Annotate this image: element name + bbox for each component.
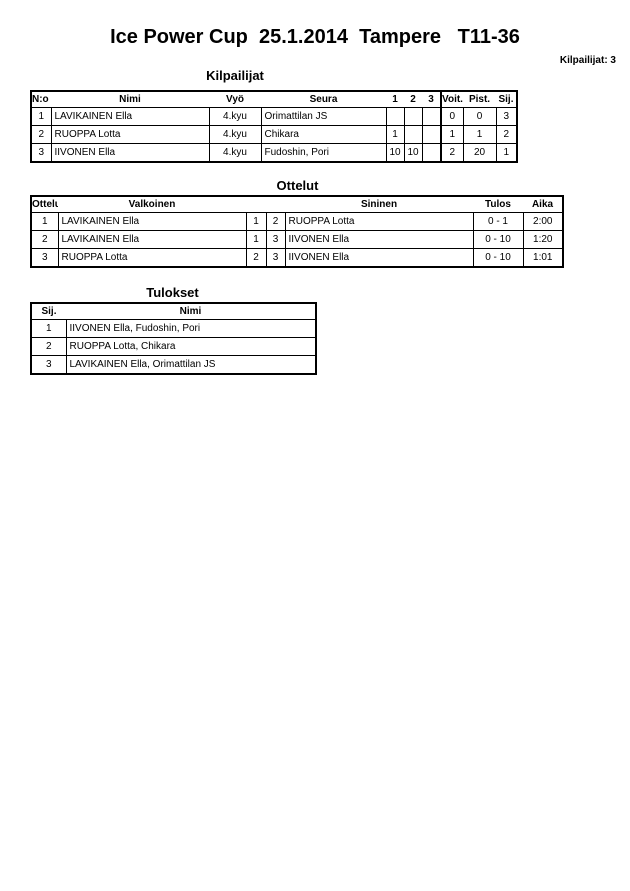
table-cell: 4.kyu [208, 143, 262, 163]
table-cell: 10 [385, 143, 405, 163]
table-cell [403, 107, 423, 126]
table-cell: 2 [440, 143, 464, 163]
table-cell: IIVONEN Ella [284, 248, 474, 268]
table-cell: 0 [440, 107, 464, 126]
header-rank: Sij. [41, 306, 57, 317]
table-cell: 3 [30, 355, 67, 375]
table-header: N:o Nimi Vyö Seura 1 2 3 Voit. Pist. Sij… [31, 91, 517, 108]
table-cell: Fudoshin, Pori [260, 143, 387, 163]
table-cell: RUOPPA Lotta [50, 125, 210, 144]
header-name: Nimi [179, 306, 202, 317]
table-header: Sij. Nimi [31, 303, 316, 320]
header-club: Seura [309, 94, 338, 105]
header-rank: Sij. [498, 94, 514, 105]
table-cell: 1 [462, 125, 497, 144]
header-points: Pist. [468, 94, 491, 105]
table-cell: 1 [385, 125, 405, 144]
table-cell: 10 [403, 143, 423, 163]
table-cell: 2 [30, 337, 67, 356]
table-cell: RUOPPA Lotta, Chikara [65, 337, 317, 356]
table-row: 3 IIVONEN Ella 4.kyu Fudoshin, Pori 10 10 2 20 1 [30, 143, 518, 163]
results-heading: Tulokset [146, 285, 199, 300]
table-cell: 1 [245, 212, 267, 231]
results-table: Sij. Nimi 1 IIVONEN Ella, Fudoshin, Pori 2… [30, 302, 317, 375]
table-cell: RUOPPA Lotta [57, 248, 247, 268]
table-row: 2 LAVIKAINEN Ella 1 3 IIVONEN Ella 0 - 10 1:20 [30, 230, 564, 249]
table-cell: 0 - 10 [472, 230, 524, 249]
header-belt: Vyö [226, 94, 244, 105]
table-cell: Chikara [260, 125, 387, 144]
table-cell: 0 - 10 [472, 248, 524, 268]
table-cell: 2 [30, 230, 59, 249]
header-time: Aika [531, 199, 554, 210]
table-cell: LAVIKAINEN Ella [57, 230, 247, 249]
table-header: Ottelu Valkoinen Sininen Tulos Aika [31, 196, 563, 213]
table-row: 1 LAVIKAINEN Ella 1 2 RUOPPA Lotta 0 - 1 2:00 [30, 212, 564, 231]
header-1: 1 [392, 94, 398, 105]
page-title: Ice Power Cup 25.1.2014 Tampere T11-36 [110, 26, 520, 48]
table-cell: 1:20 [522, 230, 564, 249]
table-cell: 3 [30, 248, 59, 268]
header-3: 3 [428, 94, 434, 105]
table-cell [421, 107, 442, 126]
header-blue: Sininen [360, 199, 398, 210]
matches-heading: Ottelut [276, 178, 319, 193]
table-cell: IIVONEN Ella [284, 230, 474, 249]
header-match: Ottelu [32, 199, 58, 210]
table-cell: 0 - 1 [472, 212, 524, 231]
table-row: 3 LAVIKAINEN Ella, Orimattilan JS [30, 355, 317, 375]
table-cell: 2 [265, 212, 286, 231]
table-cell: IIVONEN Ella [50, 143, 210, 163]
table-cell: 2 [245, 248, 267, 268]
table-cell: LAVIKAINEN Ella [50, 107, 210, 126]
table-cell [421, 143, 442, 163]
table-cell [421, 125, 442, 144]
header-2: 2 [410, 94, 416, 105]
table-row: 2 RUOPPA Lotta 4.kyu Chikara 1 1 1 2 [30, 125, 518, 144]
table-cell: 3 [30, 143, 52, 163]
table-cell: 20 [462, 143, 497, 163]
matches-table: Ottelu Valkoinen Sininen Tulos Aika 1LAV… [30, 195, 564, 268]
table-cell: 2 [30, 125, 52, 144]
header-white: Valkoinen [128, 199, 176, 210]
table-cell: RUOPPA Lotta [284, 212, 474, 231]
table-cell [403, 125, 423, 144]
table-cell: 1 [440, 125, 464, 144]
header-wins: Voit. [440, 91, 463, 108]
table-cell: 1 [495, 143, 518, 163]
table-cell: 1 [30, 212, 59, 231]
table-cell: 2:00 [522, 212, 564, 231]
header-no: N:o [32, 94, 49, 105]
table-cell: LAVIKAINEN Ella, Orimattilan JS [65, 355, 317, 375]
header-result: Tulos [485, 199, 511, 210]
table-cell: 1 [245, 230, 267, 249]
competitor-count: Kilpailijat: 3 [559, 55, 616, 66]
table-row: 2 RUOPPA Lotta, Chikara [30, 337, 317, 356]
table-cell: 4.kyu [208, 107, 262, 126]
table-cell [385, 107, 405, 126]
table-cell: LAVIKAINEN Ella [57, 212, 247, 231]
table-cell: 3 [495, 107, 518, 126]
table-cell: IIVONEN Ella, Fudoshin, Pori [65, 319, 317, 338]
table-cell: 3 [265, 248, 286, 268]
table-cell: 2 [495, 125, 518, 144]
table-cell: 1 [30, 107, 52, 126]
competitors-table: N:o Nimi Vyö Seura 1 2 3 Voit. Pist. Sij… [30, 90, 518, 163]
table-cell: 1:01 [522, 248, 564, 268]
table-cell: Orimattilan JS [260, 107, 387, 126]
table-cell: 0 [462, 107, 497, 126]
table-row: 1 LAVIKAINEN Ella 4.kyu Orimattilan JS 0 0 3 [30, 107, 518, 126]
competitors-heading: Kilpailijat [206, 68, 264, 83]
table-row: 3 RUOPPA Lotta 2 3 IIVONEN Ella 0 - 10 1:01 [30, 248, 564, 268]
header-name: Nimi [119, 94, 141, 105]
table-cell: 4.kyu [208, 125, 262, 144]
table-cell: 1 [30, 319, 67, 338]
table-cell: 3 [265, 230, 286, 249]
table-row: 1 IIVONEN Ella, Fudoshin, Pori [30, 319, 317, 338]
